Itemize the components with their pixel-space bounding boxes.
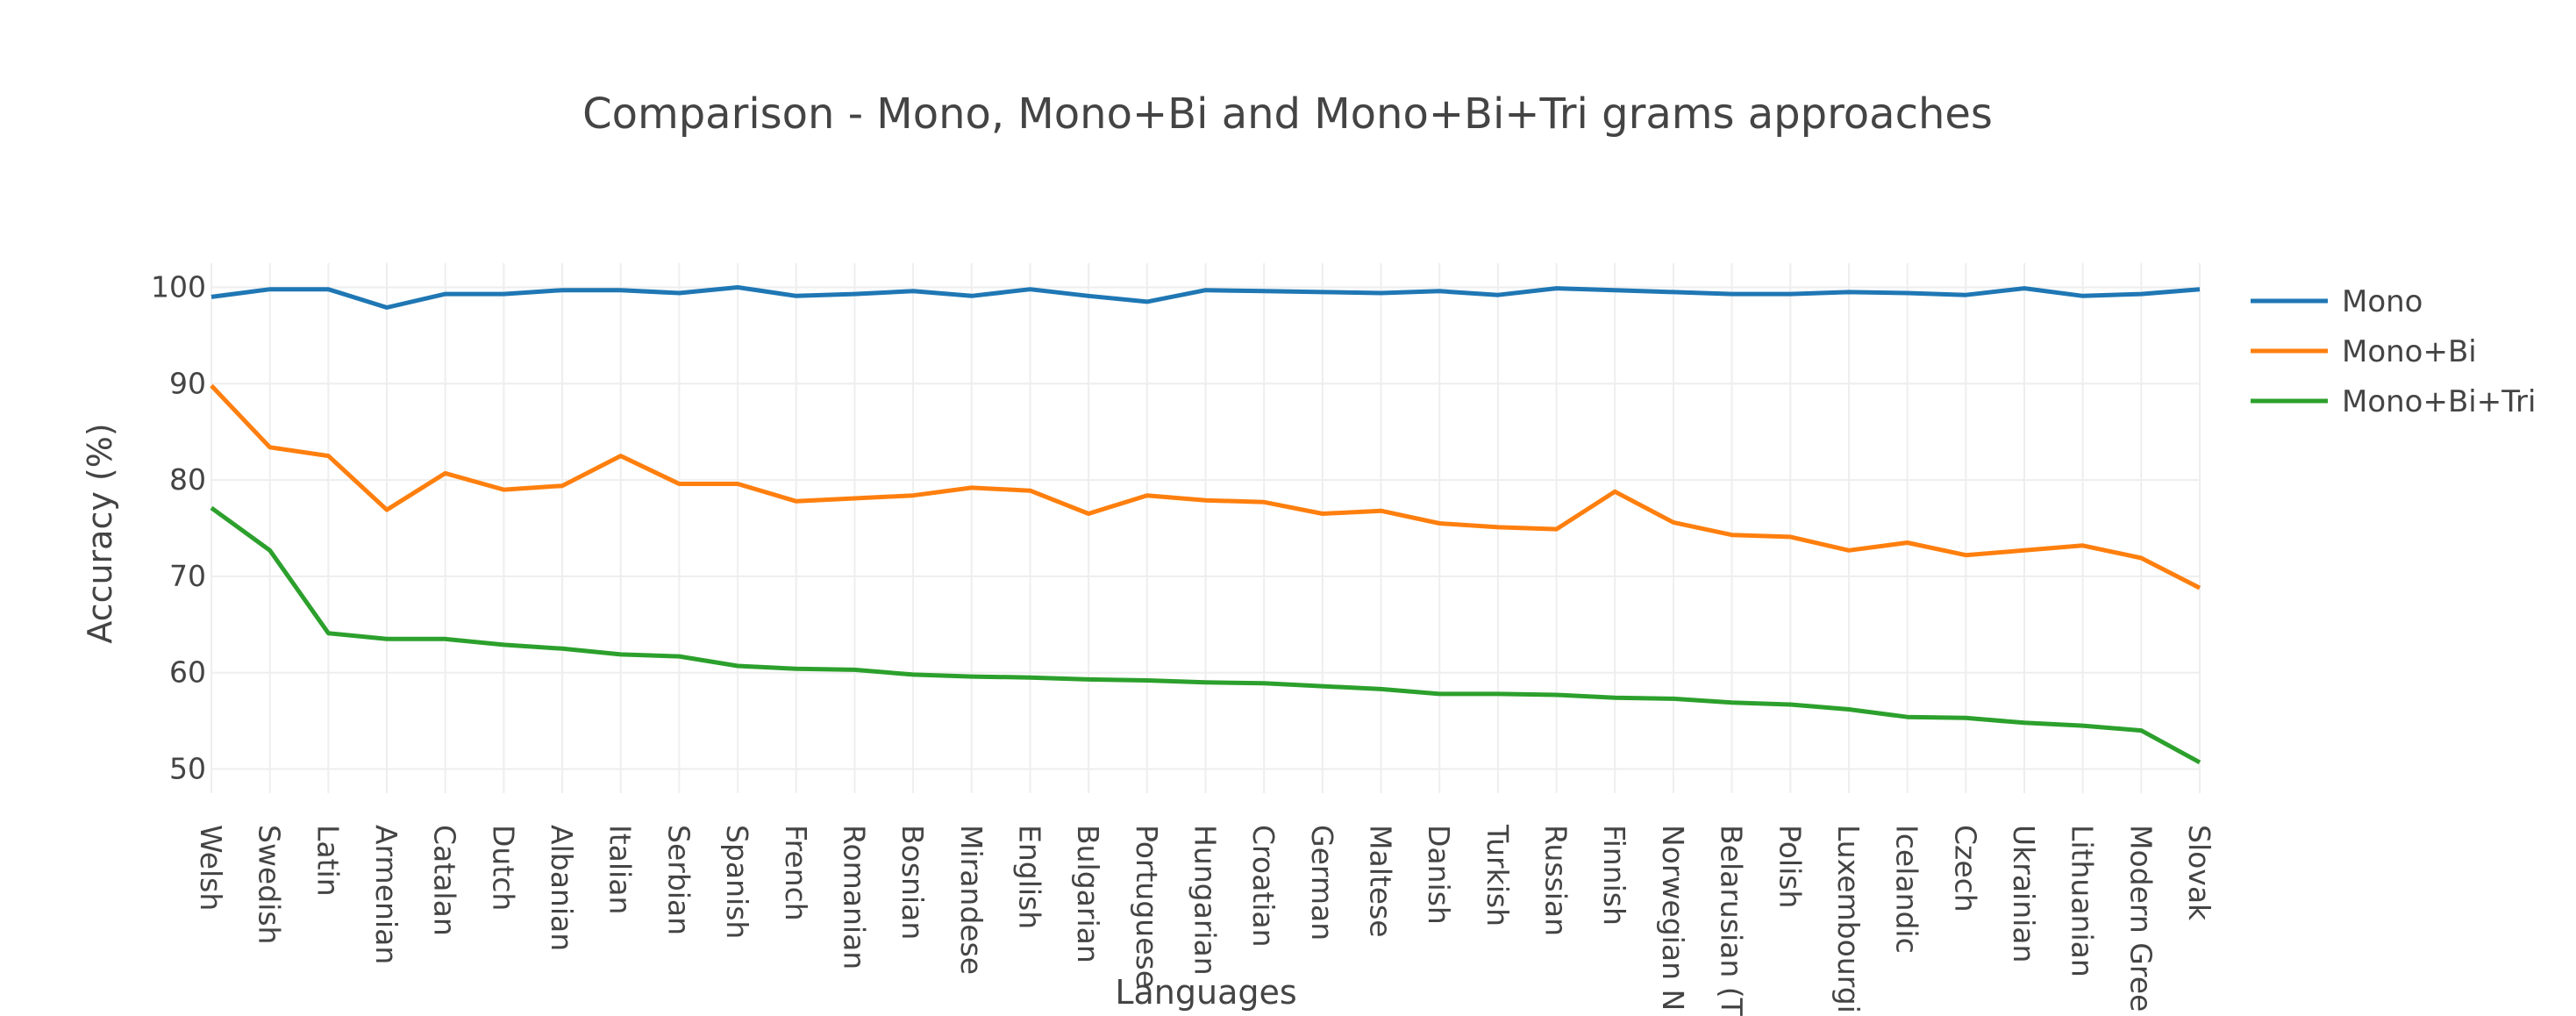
y-tick-label: 70 <box>169 559 206 593</box>
y-tick-label: 100 <box>151 269 206 304</box>
series-line-mono-plus-bi-plus-tri <box>210 505 2201 765</box>
x-tick-label: Italian <box>603 825 638 914</box>
x-tick-label: Maltese <box>1364 825 1398 938</box>
legend-label: Mono+Bi <box>2342 334 2477 369</box>
legend-label: Mono+Bi+Tri <box>2342 384 2536 419</box>
x-tick-label: Modern Gree <box>2123 825 2158 1012</box>
x-tick-label: Ukrainian <box>2007 825 2041 962</box>
x-tick-label: Slovak <box>2182 825 2216 921</box>
x-tick-label: Finnish <box>1597 825 1631 926</box>
legend-item[interactable]: Mono+Bi <box>2251 334 2477 369</box>
x-tick-label: Belarusian (T <box>1715 825 1749 1016</box>
x-tick-label: Mirandese <box>954 825 988 975</box>
legend-label: Mono <box>2342 284 2423 319</box>
x-tick-label: Dutch <box>486 825 520 911</box>
x-tick-label: Swedish <box>253 825 287 944</box>
x-axis-title: Languages <box>1115 973 1296 1012</box>
x-tick-label: Lithuanian <box>2066 825 2100 977</box>
x-tick-label: Albanian <box>545 825 579 951</box>
legend-item[interactable]: Mono+Bi+Tri <box>2251 384 2536 419</box>
series-lines <box>210 285 2201 765</box>
x-tick-label: Luxembourgi <box>1831 825 1866 1013</box>
x-tick-label: Portuguese <box>1130 825 1164 988</box>
grid <box>211 263 2201 793</box>
x-tick-label: Romanian <box>837 825 871 969</box>
x-tick-label: Turkish <box>1481 824 1515 927</box>
x-tick-label: Icelandic <box>1890 825 1924 954</box>
x-tick-label: Latin <box>310 825 345 897</box>
series-line-mono <box>211 285 2201 310</box>
x-tick-label: Czech <box>1948 825 1982 912</box>
y-tick-label: 90 <box>169 366 206 400</box>
y-tick-label: 50 <box>169 752 206 786</box>
x-tick-label: Croatian <box>1246 825 1281 948</box>
x-tick-label: Bulgarian <box>1071 825 1105 963</box>
x-tick-label: French <box>779 825 813 921</box>
x-tick-label: Armenian <box>369 825 403 964</box>
y-tick-label: 80 <box>169 462 206 497</box>
series-line-mono-plus-bi <box>210 383 2201 590</box>
x-tick-label: Bosnian <box>896 825 930 940</box>
x-tick-label: Polish <box>1773 825 1807 908</box>
chart-title: Comparison - Mono, Mono+Bi and Mono+Bi+T… <box>582 89 1993 139</box>
x-tick-label: Serbian <box>661 825 696 935</box>
legend[interactable]: Mono Mono+Bi Mono+Bi+Tri <box>2251 284 2536 419</box>
x-tick-label: Welsh <box>194 825 228 911</box>
y-axis-ticks: 50 60 70 80 90 100 <box>151 269 206 785</box>
x-tick-label: German <box>1305 825 1339 941</box>
y-axis-title: Accuracy (%) <box>81 423 119 643</box>
x-tick-label: English <box>1012 825 1046 929</box>
x-tick-label: Spanish <box>720 825 754 939</box>
x-axis-ticks: Welsh Swedish Latin Armenian Catalan Dutch Alb… <box>194 824 2216 1016</box>
x-tick-label: Norwegian N <box>1656 825 1690 1011</box>
x-tick-label: Russian <box>1539 825 1573 936</box>
x-tick-label: Catalan <box>428 825 462 936</box>
y-tick-label: 60 <box>169 655 206 690</box>
x-tick-label: Hungarian <box>1188 825 1223 976</box>
legend-item[interactable]: Mono <box>2251 284 2423 319</box>
x-tick-label: Danish <box>1422 825 1456 925</box>
